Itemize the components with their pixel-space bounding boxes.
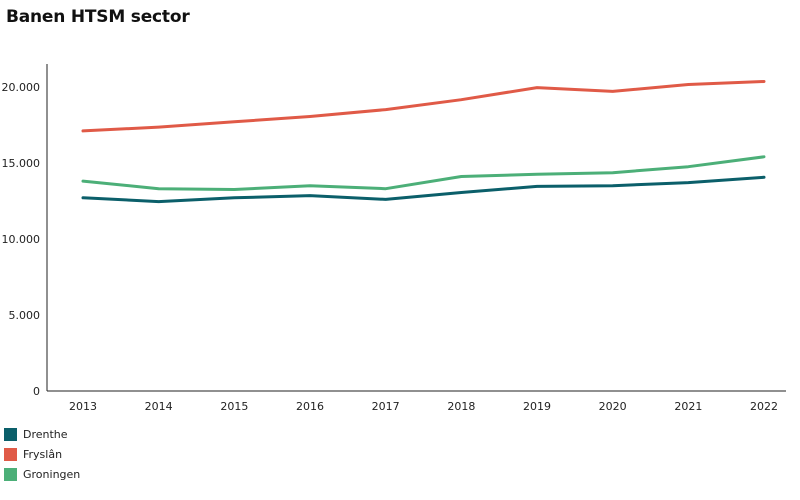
chart-title: Banen HTSM sector xyxy=(6,7,190,27)
legend-swatch xyxy=(4,447,17,461)
x-tick-label: 2016 xyxy=(296,400,324,413)
y-tick-label: 5.000 xyxy=(9,309,41,322)
legend: Drenthe Fryslân Groningen xyxy=(4,424,80,484)
series-line-groningen xyxy=(81,155,766,191)
x-tick-label: 2017 xyxy=(372,400,400,413)
y-tick-label: 20.000 xyxy=(2,81,41,94)
y-axis-ticks: 0 5.000 10.000 15.000 20.000 xyxy=(2,81,41,398)
legend-item: Groningen xyxy=(4,464,80,484)
x-tick-label: 2013 xyxy=(69,400,97,413)
legend-swatch xyxy=(4,467,17,481)
y-tick-label: 15.000 xyxy=(2,157,41,170)
x-tick-label: 2021 xyxy=(674,400,702,413)
legend-label: Groningen xyxy=(23,467,81,481)
axes xyxy=(46,64,786,392)
y-tick-label: 10.000 xyxy=(2,233,41,246)
legend-label: Fryslân xyxy=(23,447,63,461)
x-axis-ticks: 2013 2014 2015 2016 2017 2018 2019 2020 2021 2022 xyxy=(69,400,778,413)
series-lines xyxy=(81,80,766,204)
legend-item: Drenthe xyxy=(4,424,80,444)
series-line-drenthe xyxy=(81,175,766,204)
legend-label: Drenthe xyxy=(23,427,68,441)
legend-item: Fryslân xyxy=(4,444,80,464)
x-tick-label: 2022 xyxy=(750,400,778,413)
series-line-frysl-n xyxy=(81,80,766,133)
x-tick-label: 2018 xyxy=(447,400,475,413)
y-tick-label: 0 xyxy=(33,385,40,398)
x-tick-label: 2019 xyxy=(523,400,551,413)
x-tick-label: 2015 xyxy=(220,400,248,413)
x-tick-label: 2014 xyxy=(145,400,173,413)
legend-swatch xyxy=(4,427,17,441)
x-tick-label: 2020 xyxy=(599,400,627,413)
